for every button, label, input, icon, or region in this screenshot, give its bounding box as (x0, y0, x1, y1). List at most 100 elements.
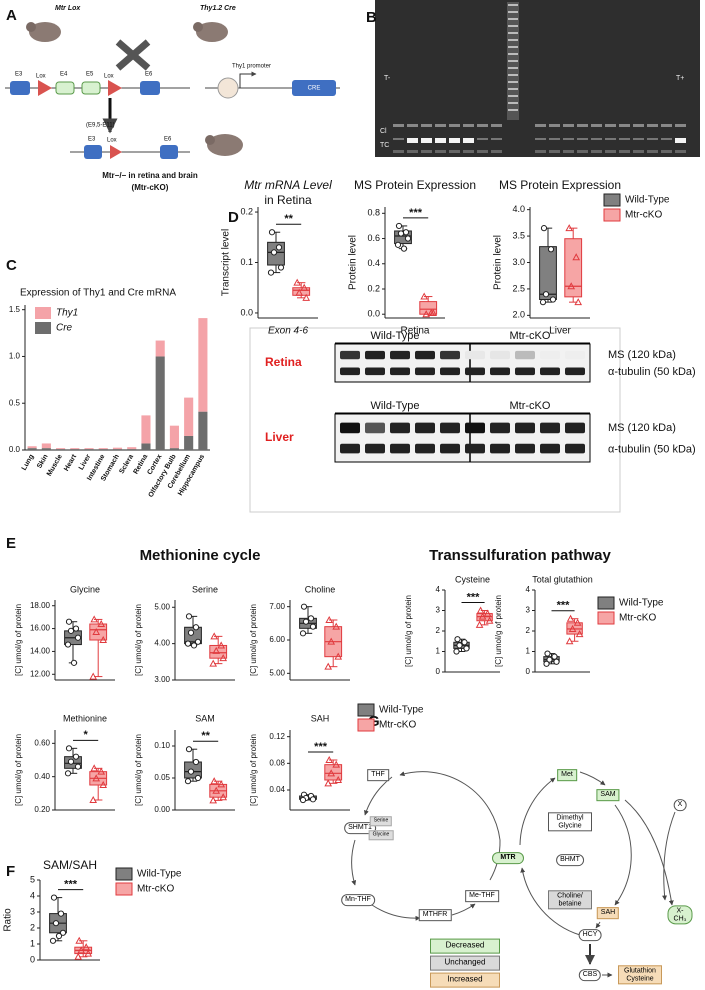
chart-title: Expression of Thy1 and Cre mRNA (20, 288, 176, 299)
mouse-icon (29, 22, 61, 42)
panel-label: F (6, 863, 15, 880)
band (661, 150, 672, 153)
band (633, 150, 644, 153)
point (453, 648, 460, 655)
pathway-node: Dimethyl Glycine (548, 812, 592, 832)
label: Mtr−/− in retina and brain (102, 171, 198, 180)
point (397, 230, 405, 237)
blot-band (515, 367, 535, 376)
blot-band (490, 443, 510, 454)
pathway-node: MTR (492, 852, 524, 864)
gel-label: T- (384, 75, 391, 82)
pathway-node: Glycine (368, 830, 394, 840)
band (633, 124, 644, 127)
ladder-band (508, 39, 518, 41)
band (449, 150, 460, 153)
point (549, 296, 557, 303)
point (268, 229, 276, 236)
bar-segment (98, 448, 108, 450)
point (275, 244, 283, 251)
bar-segment (141, 415, 151, 444)
label: E6 (145, 72, 153, 78)
bar-segment (112, 447, 123, 450)
band (463, 138, 474, 143)
point (567, 282, 576, 290)
significance: *** (64, 879, 78, 891)
ladder-band (508, 53, 518, 55)
point (475, 620, 484, 628)
y-tick-label: 5.00 (154, 602, 170, 611)
point (547, 246, 555, 253)
point (187, 629, 195, 636)
bar-segment (127, 447, 137, 450)
band (421, 150, 432, 153)
point (192, 758, 200, 766)
pathway-node: X-CH₃ (667, 905, 693, 925)
legend-box: Decreased (430, 938, 500, 954)
point (190, 642, 198, 649)
point (74, 763, 82, 770)
blot-band (340, 367, 360, 376)
pathway-node: Choline/ betaine (548, 890, 592, 910)
blot-band (365, 350, 385, 360)
point (209, 796, 218, 804)
point (543, 660, 550, 667)
label: Mtr Lox (55, 5, 81, 12)
label: E3 (15, 72, 23, 78)
y-tick-label: 5.00 (269, 668, 285, 677)
bar-segment (41, 448, 51, 450)
y-tick-label: 0.10 (154, 741, 170, 750)
y-tick-label: 1 (30, 938, 35, 948)
point (463, 645, 470, 652)
band (435, 138, 446, 143)
bar-segment (70, 449, 80, 450)
blot-group: Mtr-cKO (510, 400, 551, 412)
pathway-node: Me-THF (465, 890, 499, 902)
point (57, 910, 65, 917)
x-axis-label: Liver (549, 326, 571, 337)
blot-band (340, 350, 360, 360)
band (435, 150, 446, 153)
point (332, 622, 341, 630)
blot-band (465, 422, 485, 434)
band (577, 138, 588, 140)
legend-swatch (597, 611, 615, 625)
x-tick-label: Heart (63, 453, 78, 473)
band (449, 124, 460, 127)
y-axis-label: [C] umol/g of protein (14, 734, 23, 806)
label: Lox (104, 74, 114, 80)
band (535, 138, 546, 140)
band (563, 138, 574, 140)
legend-label: Mtr-cKO (625, 210, 662, 221)
ladder-band (508, 95, 518, 97)
point (575, 630, 584, 638)
blot-band (440, 367, 460, 376)
band (491, 138, 502, 140)
blot-band (565, 443, 585, 454)
point (67, 758, 75, 765)
y-tick-label: 2.5 (512, 283, 525, 293)
legend-label: Cre (56, 323, 73, 334)
point (192, 624, 200, 631)
chart-title: Mtr mRNA Level (244, 178, 332, 192)
point (478, 612, 487, 620)
gel-image (375, 0, 700, 157)
point (84, 949, 93, 957)
band (393, 138, 404, 140)
point (212, 646, 221, 654)
point (59, 929, 67, 936)
point (551, 653, 558, 660)
band (393, 150, 404, 153)
band (675, 138, 686, 143)
blot-band (440, 422, 460, 434)
y-tick-label: 0.0 (367, 309, 380, 319)
label: E4 (60, 72, 68, 78)
point (476, 606, 485, 614)
y-tick-label: 0.8 (367, 208, 380, 218)
y-tick-label: 18.00 (30, 601, 51, 610)
band (407, 150, 418, 153)
band (619, 124, 630, 127)
legend-box: Unchanged (430, 955, 500, 971)
bar-segment (84, 448, 94, 450)
